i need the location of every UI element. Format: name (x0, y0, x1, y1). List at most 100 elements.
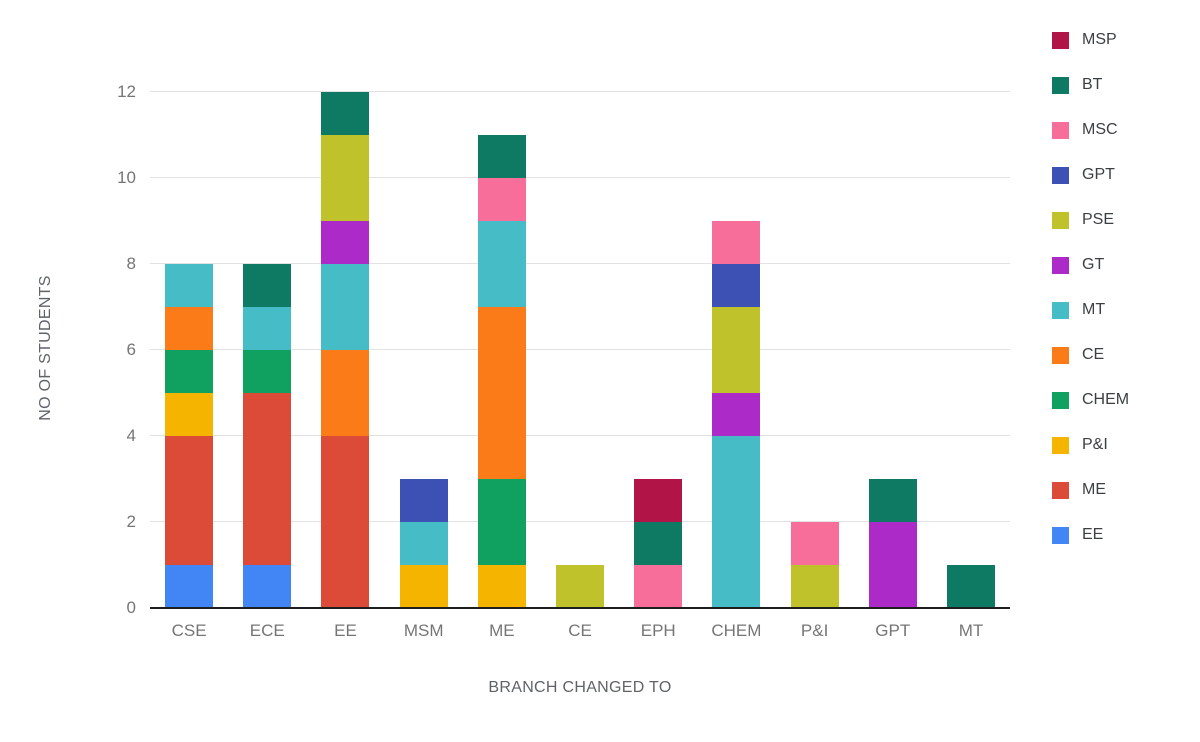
bar-segment-BT (477, 135, 526, 178)
bar-segment-GT (321, 221, 370, 264)
legend-item-EE: EE (1052, 526, 1129, 544)
legend-label: MT (1082, 301, 1106, 318)
legend-item-GT: GT (1052, 256, 1129, 274)
gridline (150, 435, 1010, 436)
bar-column-MT (932, 92, 1010, 608)
legend-swatch (1052, 526, 1069, 544)
legend-label: BT (1082, 76, 1103, 93)
bar-segment-CHEM (165, 350, 214, 393)
legend-item-PSE: PSE (1052, 211, 1129, 229)
legend-swatch (1052, 391, 1069, 409)
legend-label: MSC (1082, 121, 1118, 138)
legend-item-MSP: MSP (1052, 31, 1129, 49)
bar-segment-P&I (165, 393, 214, 436)
x-tick-label: CSE (171, 621, 207, 640)
bar-column-ME (463, 92, 541, 608)
bar-segment-P&I (477, 565, 526, 608)
bar-segment-GT (868, 522, 917, 608)
bar-segment-EE (243, 565, 292, 608)
bar-column-GPT (854, 92, 932, 608)
gridline (150, 349, 1010, 350)
legend-label: MSP (1082, 31, 1117, 48)
legend-label: P&I (1082, 436, 1108, 453)
bar-segment-BT (946, 565, 995, 608)
x-tick-label: CE (568, 621, 592, 640)
gridlines (150, 91, 1010, 608)
legend-label: CHEM (1082, 391, 1130, 408)
bars (150, 92, 1010, 608)
bar-segment-CE (165, 307, 214, 350)
legend-swatch (1052, 481, 1069, 499)
legend-swatch (1052, 76, 1069, 94)
x-axis-line (150, 607, 1010, 609)
bar-segment-MSC (712, 221, 761, 264)
bar-column-CSE (150, 92, 228, 608)
legend-swatch (1052, 436, 1069, 454)
x-tick-label: EPH (640, 621, 676, 640)
x-tick-label: ECE (249, 621, 285, 640)
legend-item-CE: CE (1052, 346, 1129, 364)
bar-column-CE (541, 92, 619, 608)
x-tick-label: MT (958, 621, 984, 640)
bar-segment-BT (868, 479, 917, 522)
bar-segment-GT (712, 393, 761, 436)
bar-segment-PSE (790, 565, 839, 608)
stacked-bar-GPT (868, 92, 917, 608)
stacked-bar-EPH (634, 92, 683, 608)
bar-segment-BT (321, 92, 370, 135)
y-tick-label: 6 (126, 340, 136, 359)
y-tick-label: 4 (126, 426, 136, 445)
bar-segment-MSC (477, 178, 526, 221)
bar-segment-EE (165, 565, 214, 608)
bar-segment-PSE (321, 135, 370, 221)
legend-item-BT: BT (1052, 76, 1129, 94)
bar-column-EE (306, 92, 384, 608)
stacked-bar-CHEM (712, 92, 761, 608)
bar-segment-MT (243, 307, 292, 350)
legend-label: GT (1082, 256, 1105, 273)
bar-column-P&I (776, 92, 854, 608)
gridline (150, 263, 1010, 264)
bar-segment-ME (243, 393, 292, 565)
bar-segment-BT (243, 264, 292, 307)
legend-swatch (1052, 301, 1069, 319)
legend: MSP BT MSC GPT PSE GT MT CE CHEM P&I ME EE (1052, 31, 1129, 544)
x-axis-labels: CSE ECE EE MSM ME CE EPH CHEM P&I GPT MT (150, 621, 1010, 641)
x-tick-label: GPT (875, 621, 911, 640)
bar-segment-PSE (712, 307, 761, 393)
bar-segment-MT (165, 264, 214, 307)
gridline (150, 521, 1010, 522)
legend-label: GPT (1082, 166, 1115, 183)
bar-segment-CE (477, 307, 526, 479)
stacked-bar-ME (477, 92, 526, 608)
legend-swatch (1052, 346, 1069, 364)
bar-segment-MT (477, 221, 526, 307)
legend-label: PSE (1082, 211, 1115, 228)
stacked-bar-MSM (399, 92, 448, 608)
legend-item-GPT: GPT (1052, 166, 1129, 184)
bar-column-MSM (385, 92, 463, 608)
bar-segment-ME (165, 436, 214, 565)
legend-swatch (1052, 166, 1069, 184)
legend-label: CE (1082, 346, 1105, 363)
stacked-bar-MT (946, 92, 995, 608)
y-tick-label: 0 (126, 598, 136, 617)
bar-segment-CHEM (243, 350, 292, 393)
bar-column-EPH (619, 92, 697, 608)
stacked-bar-CE (556, 92, 605, 608)
x-tick-label: MSM (403, 621, 444, 640)
gridline (150, 177, 1010, 178)
bar-segment-P&I (399, 565, 448, 608)
legend-item-P&I: P&I (1052, 436, 1129, 454)
bar-column-CHEM (697, 92, 775, 608)
stacked-bar-ECE (243, 92, 292, 608)
bar-segment-BT (634, 522, 683, 565)
stacked-bar-CSE (165, 92, 214, 608)
y-tick-label: 10 (117, 168, 136, 187)
bar-segment-PSE (556, 565, 605, 608)
legend-item-ME: ME (1052, 481, 1129, 499)
legend-item-MT: MT (1052, 301, 1129, 319)
legend-swatch (1052, 121, 1069, 139)
legend-swatch (1052, 31, 1069, 49)
bar-segment-ME (321, 436, 370, 608)
